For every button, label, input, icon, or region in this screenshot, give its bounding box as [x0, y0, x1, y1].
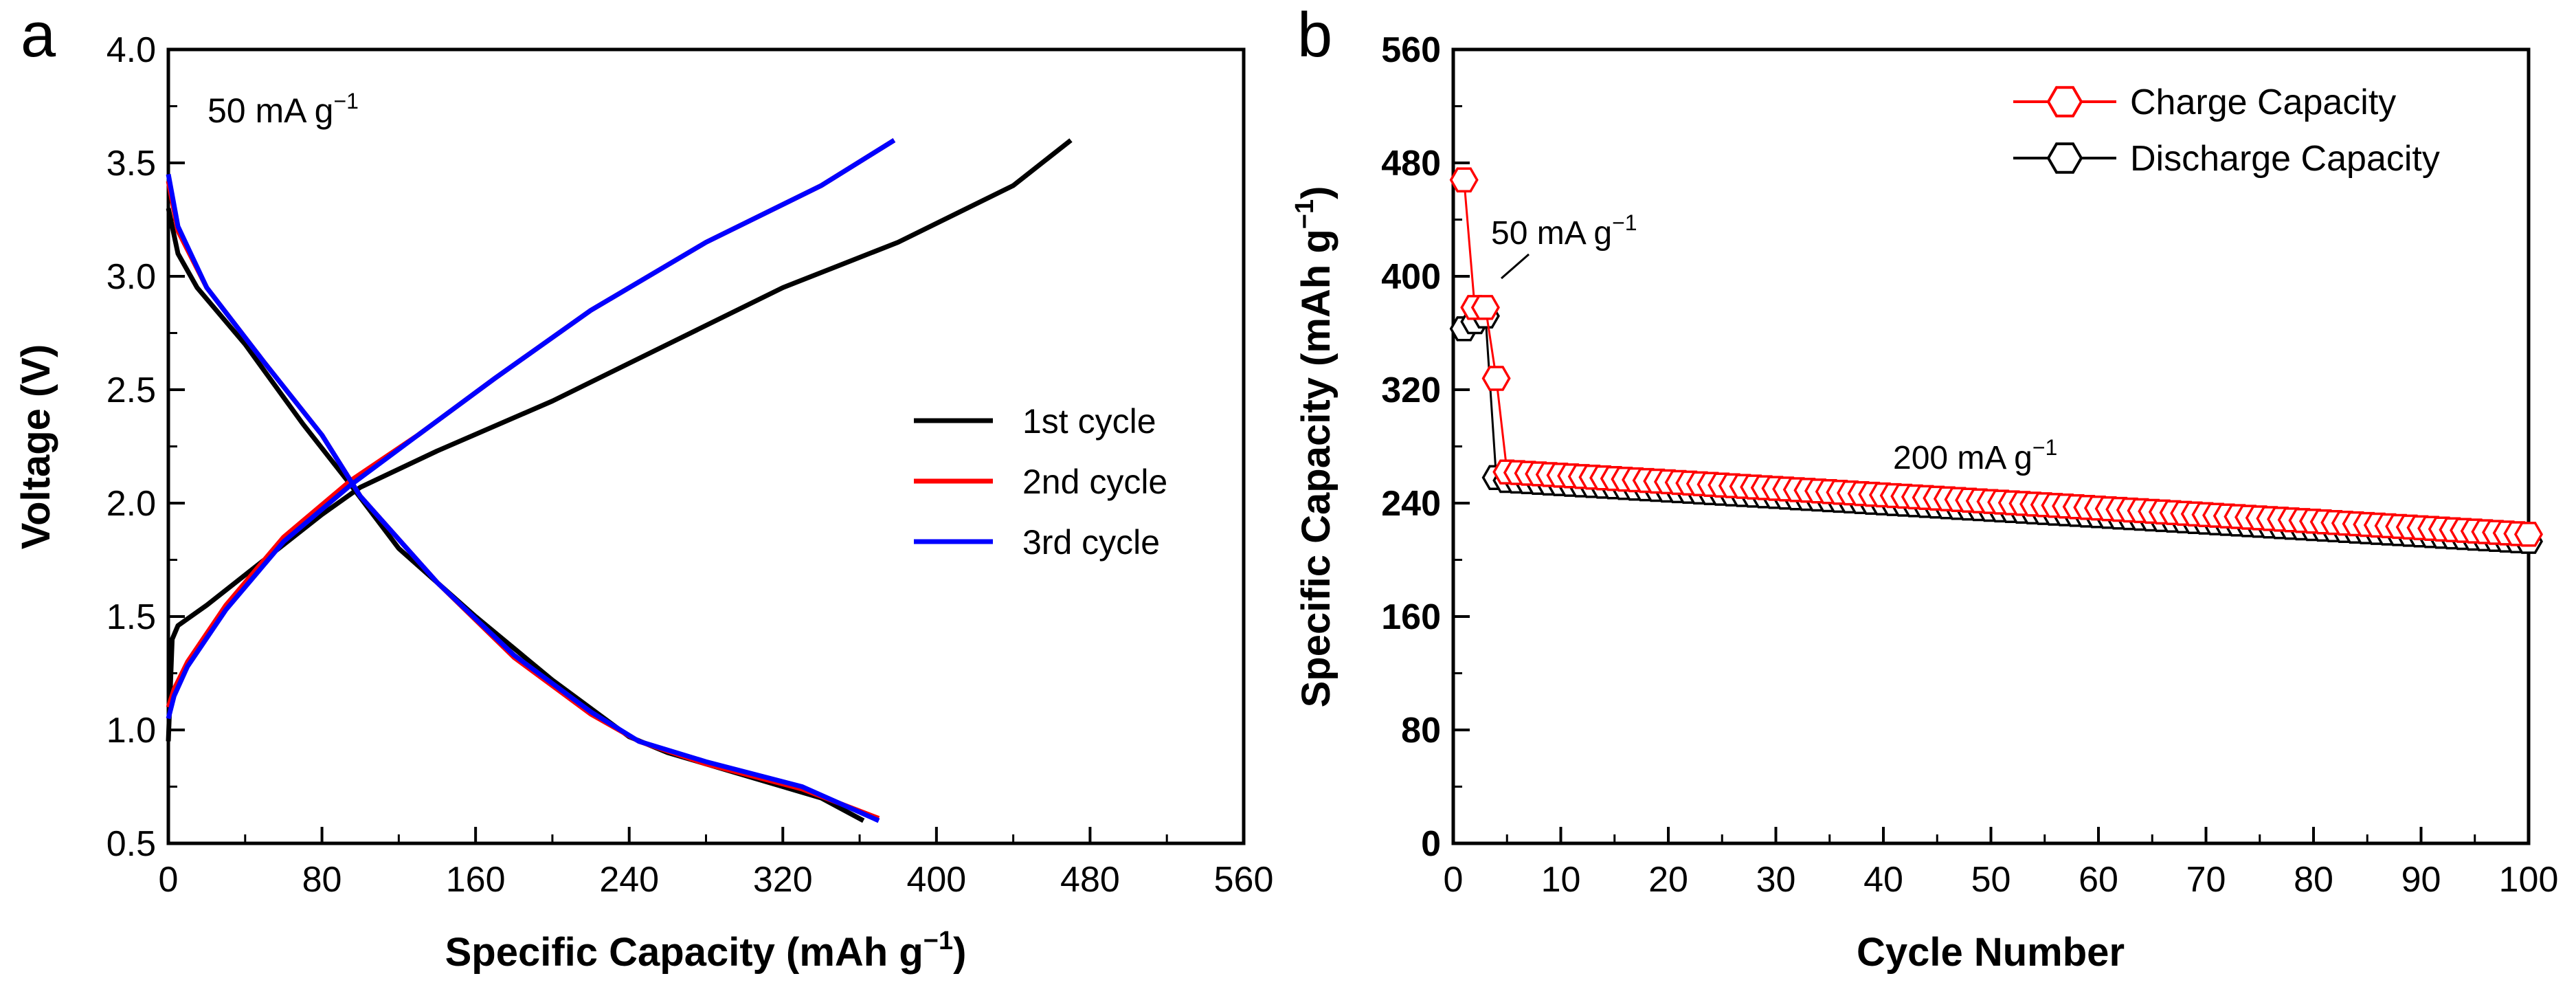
panel-b-rate-annotation-1: 50 mA g−1: [1491, 210, 1637, 252]
panel-a-y-tick-label: 0.5: [107, 824, 156, 864]
panel-a-x-tick-label: 400: [906, 860, 966, 900]
legend-marker-discharge-capacity: [2046, 142, 2083, 174]
panel-b-y-tick-label: 320: [1381, 370, 1441, 410]
panel-a-legend: 1st cycle 2nd cycle 3rd cycle: [914, 402, 1167, 562]
panel-b-rate-annotation-2: 200 mA g−1: [1893, 435, 2057, 476]
panel-b-x-tick-label: 50: [1971, 860, 2011, 900]
marker-charge-capacity: [2513, 522, 2544, 547]
panel-a-x-tick-label: 160: [446, 860, 506, 900]
marker-charge-capacity: [1449, 167, 1479, 192]
panel-a-y-tick-label: 2.5: [107, 370, 156, 410]
panel-b-x-tick-label: 10: [1541, 860, 1581, 900]
panel-a-y-tick-label: 1.0: [107, 711, 156, 751]
panel-a-curves: [166, 138, 1073, 823]
panel-b-x-tick-label: 30: [1756, 860, 1796, 900]
panel-b-y-tick-label: 240: [1381, 484, 1441, 524]
panel-a-y-tick-label: 2.0: [107, 484, 156, 524]
legend-label-3rd-cycle: 3rd cycle: [1022, 523, 1160, 562]
panel-a-y-axis-label: Voltage (V): [14, 344, 58, 550]
panel-a-rate-annotation: 50 mA g−1: [208, 89, 359, 130]
panel-b-x-tick-label: 90: [2401, 860, 2441, 900]
panel-a-ticks: 0 80 160 240 320 400 480 560 0.5 1.0 1.5 2.0 2.5 3.0 3…: [107, 30, 1274, 900]
legend-label-1st-cycle: 1st cycle: [1022, 402, 1156, 441]
panel-b: b 0 10 20 30 40 50 60 70 80 90 100 0 80 160 240 320 400 4…: [1290, 0, 2558, 975]
panel-b-x-tick-label: 70: [2186, 860, 2226, 900]
panel-a-letter: a: [21, 0, 56, 70]
panel-b-x-tick-label: 80: [2294, 860, 2333, 900]
panel-a-x-tick-label: 80: [302, 860, 342, 900]
panel-a-y-tick-label: 3.5: [107, 144, 156, 184]
panel-a-x-tick-label: 240: [599, 860, 659, 900]
legend-label-2nd-cycle: 2nd cycle: [1022, 463, 1167, 501]
panel-a-x-axis-label: Specific Capacity (mAh g−1): [445, 927, 967, 975]
panel-b-x-tick-label: 60: [2079, 860, 2118, 900]
panel-a-y-tick-label: 4.0: [107, 30, 156, 70]
marker-charge-capacity: [1481, 366, 1511, 391]
panel-b-y-tick-label: 160: [1381, 597, 1441, 637]
marker-charge-capacity: [1470, 295, 1500, 320]
panel-a-x-tick-label: 560: [1214, 860, 1274, 900]
panel-a-y-tick-label: 3.0: [107, 257, 156, 297]
panel-a-x-tick-label: 320: [753, 860, 813, 900]
legend-marker-charge-capacity: [2046, 86, 2083, 118]
panel-b-x-tick-label: 20: [1648, 860, 1688, 900]
curve-charge-2nd-cycle: [166, 138, 896, 709]
panel-b-annotation-arrow: [1501, 253, 1530, 280]
panel-a: a 0 80 160 240 320 400 480 560 0.5 1.0 1.5 2.0 2.5 3.…: [14, 0, 1273, 975]
panel-b-series: [1449, 167, 2544, 554]
legend-label-charge-capacity: Charge Capacity: [2130, 82, 2396, 122]
panel-b-x-tick-label: 0: [1444, 860, 1464, 900]
panel-b-y-tick-label: 0: [1421, 824, 1441, 864]
panel-b-legend: Charge Capacity Discharge Capacity: [2013, 82, 2440, 179]
panel-b-x-tick-label: 40: [1863, 860, 1903, 900]
panel-a-x-tick-label: 0: [159, 860, 179, 900]
panel-b-x-tick-label: 100: [2499, 860, 2559, 900]
panel-a-y-tick-label: 1.5: [107, 597, 156, 637]
curve-discharge-2nd-cycle: [166, 180, 880, 821]
panel-b-y-tick-label: 80: [1401, 711, 1441, 751]
curve-charge-3rd-cycle: [166, 138, 896, 720]
panel-b-y-axis-label: Specific Capacity (mAh g−1): [1290, 186, 1339, 708]
legend-label-discharge-capacity: Discharge Capacity: [2130, 139, 2440, 179]
panel-a-x-tick-label: 480: [1060, 860, 1120, 900]
panel-b-y-tick-label: 480: [1381, 144, 1441, 184]
panel-b-letter: b: [1297, 0, 1332, 70]
panel-b-ticks: 0 10 20 30 40 50 60 70 80 90 100 0 80 160 240 320 400 480…: [1381, 30, 2558, 900]
panel-b-y-tick-label: 560: [1381, 30, 1441, 70]
curve-charge-1st-cycle: [166, 138, 1073, 742]
curve-discharge-3rd-cycle: [166, 173, 880, 823]
panel-b-x-axis-label: Cycle Number: [1857, 930, 2125, 975]
panel-b-y-tick-label: 400: [1381, 257, 1441, 297]
